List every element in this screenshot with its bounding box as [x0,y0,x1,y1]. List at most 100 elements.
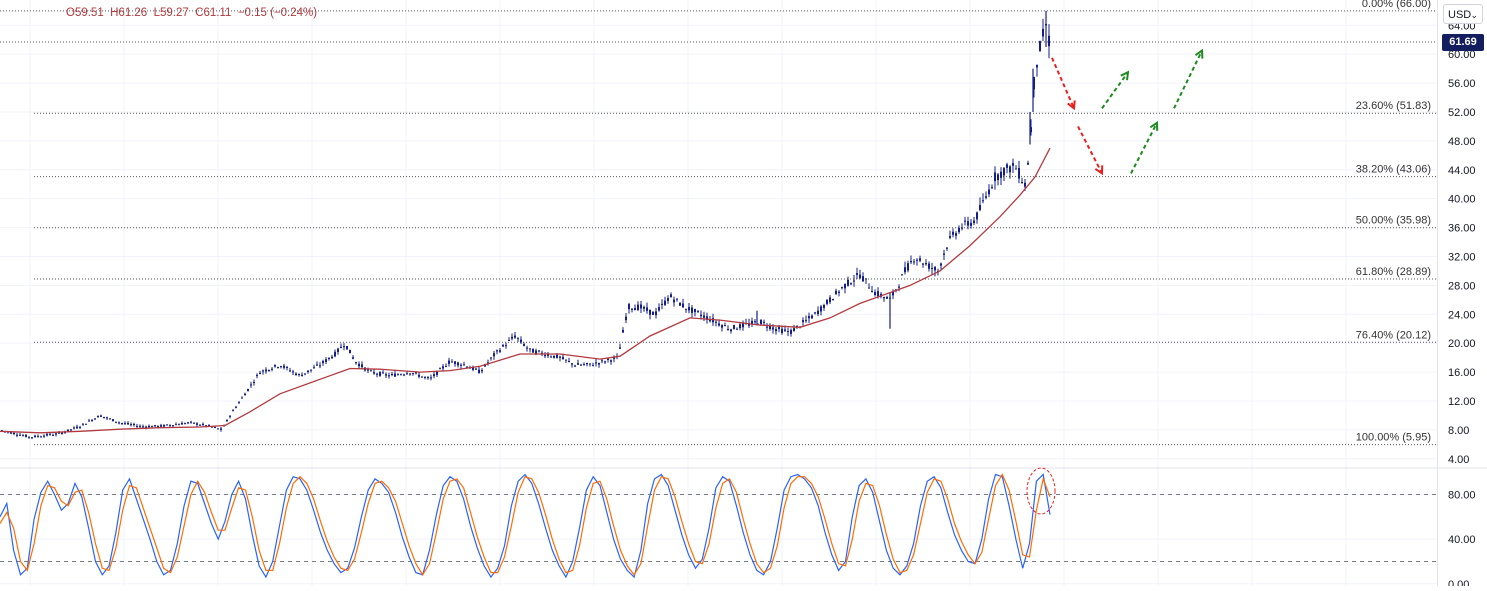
candle-body [535,350,537,355]
candle-body [193,422,195,424]
projection-arrows[interactable] [1051,48,1204,176]
candle-body [331,356,333,359]
candle-body [109,418,111,420]
candle-body [748,323,750,326]
currency-dropdown[interactable]: USD ⌄ [1443,4,1483,24]
candle-body [904,267,906,273]
fibonacci-retracement[interactable]: 0.00% (66.00) 23.60% (51.83) 38.20% (43.06… [0,0,1437,446]
candle-body [37,435,39,437]
arrow-shaft [1173,50,1203,109]
candle-body [829,297,831,303]
price-tick-label: 28.00 [1448,280,1476,292]
candle-body [718,323,720,326]
candle-body [517,337,519,339]
candle-body [727,329,729,331]
candle-body [466,366,468,368]
candle-body [355,362,357,364]
candle-body [559,356,561,358]
candle-body [430,377,432,379]
candle-body [232,410,234,412]
candle-body [25,434,27,437]
candle-body [601,360,603,362]
candle-body [175,424,177,426]
candle-body [13,432,15,435]
candle-body [163,424,165,427]
price-tick-label: 48.00 [1448,136,1476,148]
price-tick-label: 60.00 [1448,49,1476,61]
candle-body [820,306,822,312]
stochastic-k-line [0,473,1051,579]
price-tick-label: 64.00 [1448,20,1476,32]
candle-body [562,356,564,360]
candle-body [289,370,291,372]
candle-body [982,200,984,202]
price-tick-label: 52.00 [1448,107,1476,119]
candle-body [322,361,324,364]
candle-body [427,377,429,379]
price-axis[interactable]: 64.00 60.00 56.00 52.00 48.00 44.00 40.00 36.00… [1437,0,1476,591]
candle-body [862,276,864,282]
candle-body [1003,168,1005,176]
candle-body [958,228,960,233]
candle-body [721,324,723,328]
candle-body [550,356,552,358]
candle-body [928,263,930,269]
candle-body [271,368,273,370]
candle-body [586,362,588,365]
candle-body [178,424,180,426]
candle-body [247,389,249,391]
candle-body [808,316,810,319]
legend-low: L59.27 [153,7,189,19]
candle-body [256,375,258,377]
arrow-head [1067,100,1076,111]
candle-body [946,247,948,249]
fib-level-label: 100.00% (5.95) [1356,432,1431,444]
price-tick-label: 24.00 [1448,309,1476,321]
candle-body [736,328,738,330]
candle-body [859,274,861,279]
candle-body [94,418,96,420]
candle-body [595,362,597,364]
currency-label: USD [1448,9,1472,21]
candle-body [685,308,687,310]
candle-body [622,330,624,333]
candle-body [502,345,504,347]
candle-body [568,360,570,362]
candle-body [805,319,807,321]
candle-body [106,417,108,419]
candle-body [493,353,495,357]
candle-body [388,375,390,377]
candle-body [283,365,285,368]
candle-body [538,350,540,352]
candle-body [118,422,120,424]
candle-body [979,205,981,211]
candle-body [76,426,78,429]
candle-body [376,373,378,375]
candle-body [412,373,414,375]
candle-body [127,422,129,425]
down-arrow-icon [1077,125,1104,176]
candle-body [274,364,276,367]
up-arrow-icon [1173,48,1204,109]
candle-body [580,364,582,366]
candle-body [328,357,330,360]
price-tick-label: 16.00 [1448,367,1476,379]
candle-body [349,349,351,354]
candle-body [334,351,336,357]
candle-body [610,360,612,362]
candle-body [754,321,756,323]
candle-body [451,361,453,363]
candle-body [121,422,123,424]
fib-level-label: 0.00% (66.00) [1362,0,1431,10]
candle-body [196,423,198,425]
arrow-head [1120,70,1130,81]
candle-body [523,344,525,346]
candle-body [124,423,126,425]
candle-body [337,348,339,353]
stochastic-d-line [0,473,1051,576]
candle-body [871,290,873,293]
candle-body [424,376,426,378]
candle-body [208,424,210,426]
